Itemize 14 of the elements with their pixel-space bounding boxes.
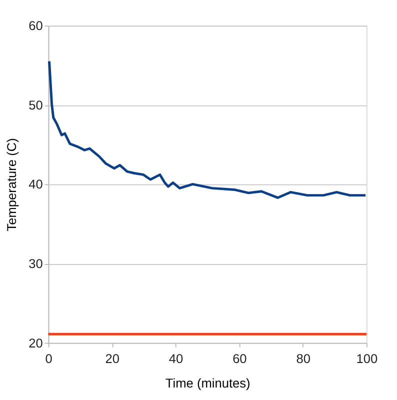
y-axis-title: Temperature (C)	[4, 138, 19, 232]
x-tick-label: 100	[356, 351, 378, 366]
y-tick-label: 60	[28, 18, 43, 34]
y-tick-label: 50	[28, 97, 43, 112]
x-tick-label: 80	[296, 351, 310, 366]
x-tick-label: 20	[105, 351, 120, 366]
y-tick-label: 30	[28, 256, 43, 271]
x-tick-label: 0	[45, 351, 52, 366]
line-series	[48, 60, 367, 199]
y-tick-label: 20	[28, 335, 43, 350]
y-tick-label: 40	[28, 176, 43, 192]
x-axis-title: Time (minutes)	[165, 376, 250, 391]
x-tick-label: 40	[168, 351, 184, 366]
x-tick-label: 60	[232, 351, 247, 366]
